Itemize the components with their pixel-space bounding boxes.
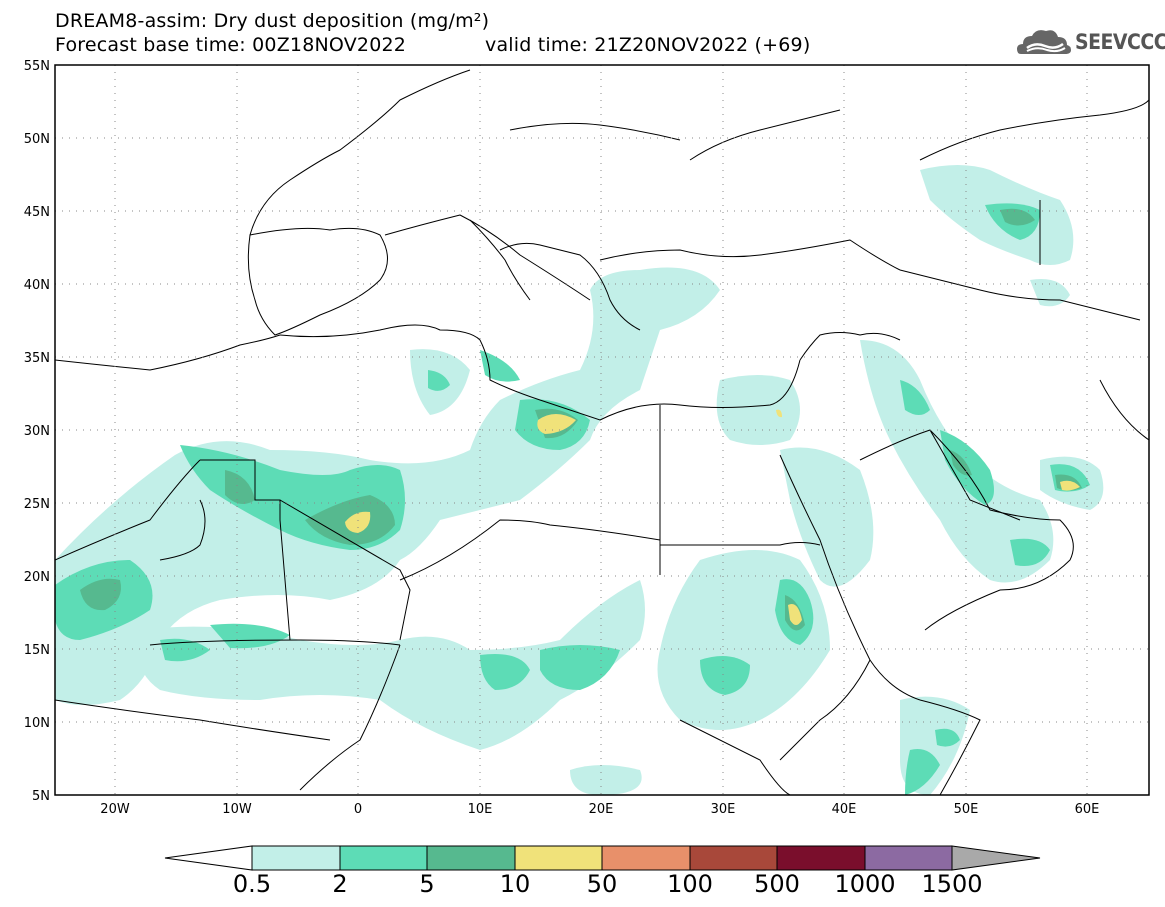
lat-label: 25N <box>24 497 50 512</box>
map-frame <box>54 64 1150 796</box>
seevccc-logo: SEEVCCC <box>1015 24 1165 60</box>
colorbar-label: 1500 <box>921 870 983 898</box>
lon-label: 0 <box>354 802 362 817</box>
colorbar-label: 0.5 <box>232 870 272 898</box>
lat-label: 5N <box>32 789 50 804</box>
lon-label: 20W <box>100 802 130 817</box>
lon-label: 30E <box>711 802 736 817</box>
lon-label: 50E <box>954 802 979 817</box>
colorbar-label: 5 <box>419 870 435 898</box>
colorbar-swatch <box>689 845 778 871</box>
colorbar-swatch <box>514 845 603 871</box>
lon-label: 40E <box>832 802 857 817</box>
lon-label: 10W <box>222 802 252 817</box>
colorbar <box>164 845 1041 871</box>
colorbar-label: 1000 <box>834 870 896 898</box>
colorbar-swatch <box>339 845 428 871</box>
cloud-icon <box>1017 30 1071 54</box>
lon-label: 60E <box>1075 802 1100 817</box>
logo-text: SEEVCCC <box>1075 30 1165 54</box>
forecast-base-time: Forecast base time: 00Z18NOV2022 <box>55 34 407 56</box>
lon-label: 20E <box>589 802 614 817</box>
lat-labels: 55N 50N 45N 40N 35N 30N 25N 20N 15N 10N … <box>24 59 50 804</box>
lat-label: 40N <box>24 278 50 293</box>
colorbar-extend-right <box>951 845 1041 871</box>
lat-label: 55N <box>24 59 50 74</box>
colorbar-label: 50 <box>586 870 618 898</box>
colorbar-extend-left <box>164 845 253 871</box>
colorbar-swatch <box>864 845 953 871</box>
colorbar-swatch <box>251 845 341 871</box>
colorbar-label: 10 <box>499 870 531 898</box>
colorbar-label: 100 <box>667 870 713 898</box>
lon-labels: 20W 10W 0 10E 20E 30E 40E 50E 60E <box>100 802 1099 817</box>
valid-time: valid time: 21Z20NOV2022 (+69) <box>485 34 811 56</box>
lat-label: 15N <box>24 643 50 658</box>
graticule <box>55 65 1149 795</box>
lat-label: 50N <box>24 132 50 147</box>
colorbar-label: 2 <box>332 870 348 898</box>
coastlines-borders <box>55 69 1149 795</box>
lat-label: 45N <box>24 205 50 220</box>
dust-level-10 <box>345 409 1080 625</box>
map-title: DREAM8-assim: Dry dust deposition (mg/m²… <box>55 10 490 32</box>
lon-label: 10E <box>468 802 493 817</box>
lat-label: 35N <box>24 351 50 366</box>
colorbar-swatch <box>426 845 516 871</box>
colorbar-label: 500 <box>754 870 800 898</box>
colorbar-swatch <box>776 845 866 871</box>
colorbar-swatch <box>601 845 691 871</box>
lat-label: 20N <box>24 570 50 585</box>
dust-fields <box>55 165 1104 795</box>
lat-label: 10N <box>24 716 50 731</box>
lat-label: 30N <box>24 424 50 439</box>
